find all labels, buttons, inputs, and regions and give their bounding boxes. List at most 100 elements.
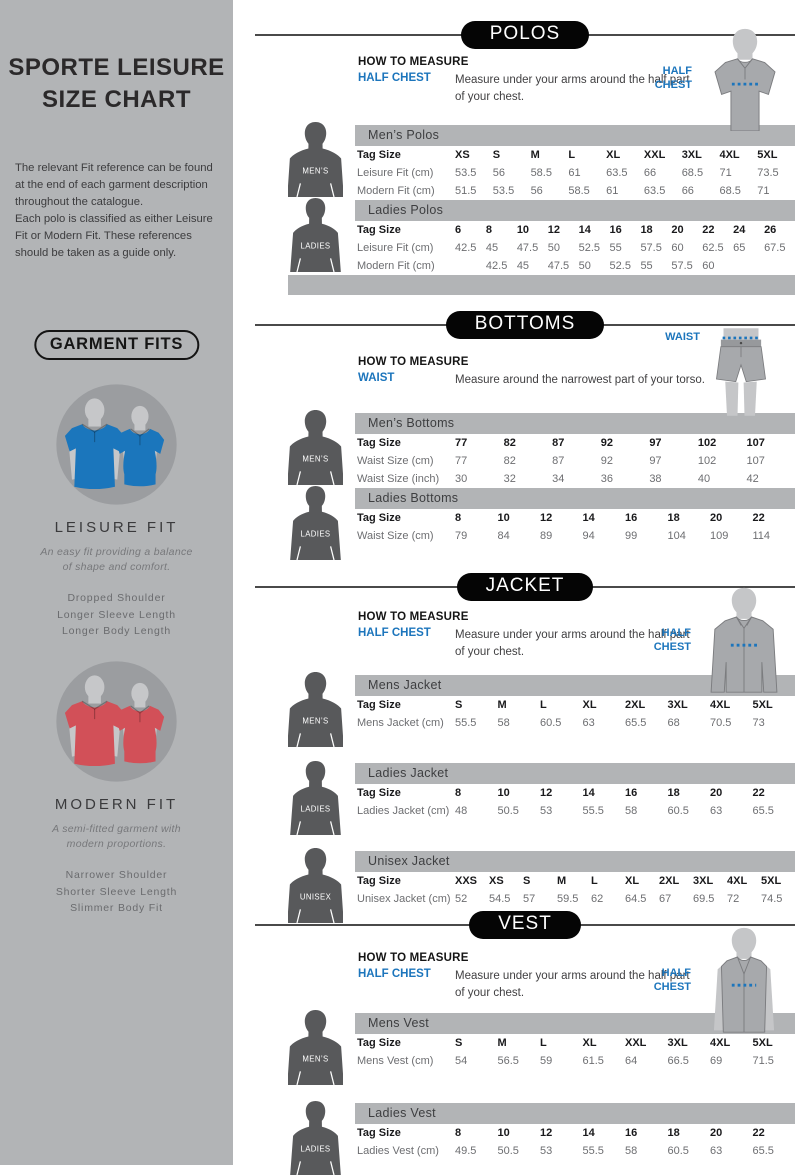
size-table: LADIES Ladies Bottoms Tag Size 8 10 12 14 16 18 2… bbox=[288, 485, 795, 560]
size-value: M bbox=[530, 149, 540, 161]
size-value: 14 bbox=[582, 787, 595, 799]
size-value: 71 bbox=[719, 167, 732, 179]
size-value: 63.5 bbox=[643, 185, 666, 197]
size-value: 60.5 bbox=[667, 1145, 689, 1157]
size-value: 56.5 bbox=[497, 1055, 519, 1067]
size-value: 50.5 bbox=[497, 805, 519, 817]
size-value: 58.5 bbox=[530, 167, 552, 179]
filler-band bbox=[288, 275, 795, 295]
size-table: MEN’S Mens Vest Tag Size S M L XL XXL 3XL 4XL 5XL M… bbox=[288, 1009, 795, 1085]
size-table: LADIES Ladies Polos Tag Size 6 8 10 12 14 16 18 20… bbox=[288, 197, 795, 275]
row-label: Tag Size bbox=[357, 512, 401, 524]
size-value: 72 bbox=[727, 893, 740, 905]
row-label: Mens Vest (cm) bbox=[357, 1055, 434, 1067]
size-value: 18 bbox=[667, 512, 680, 524]
measure-illustration: HALF CHEST bbox=[643, 585, 791, 696]
how-to-measure: HOW TO MEASURE HALF CHEST Measure under yo… bbox=[358, 56, 696, 105]
size-value: 50.5 bbox=[497, 1145, 519, 1157]
size-value: S bbox=[523, 875, 531, 887]
size-value: 10 bbox=[497, 787, 510, 799]
silhouette-label: MEN’S bbox=[302, 1055, 328, 1064]
section-title-pill: BOTTOMS bbox=[445, 310, 605, 339]
section-jacket: JACKET HOW TO MEASURE HALF CHEST Measure un… bbox=[233, 565, 800, 923]
table-silhouette: MEN’S bbox=[288, 1009, 355, 1085]
size-value: 4XL bbox=[727, 875, 748, 887]
row-label: Waist Size (inch) bbox=[357, 473, 440, 485]
table-title: Ladies Bottoms bbox=[355, 488, 795, 509]
size-table: LADIES Ladies Jacket Tag Size 8 10 12 14 16 18 20… bbox=[288, 760, 795, 835]
size-value: 8 bbox=[455, 1127, 462, 1139]
section-header: BOTTOMS bbox=[255, 310, 795, 339]
row-label: Waist Size (cm) bbox=[357, 530, 434, 542]
size-value: 57.5 bbox=[671, 260, 693, 272]
table-row: Ladies Vest (cm) 49.5 50.5 53 55.5 58 60.5 63 65… bbox=[355, 1142, 795, 1160]
row-label: Leisure Fit (cm) bbox=[357, 242, 434, 254]
size-value: 65.5 bbox=[625, 717, 647, 729]
size-value: 60.5 bbox=[540, 717, 562, 729]
size-value: 8 bbox=[455, 512, 462, 524]
size-value: 8 bbox=[455, 787, 462, 799]
size-tables: MEN’S Mens Vest Tag Size S M L XL XXL 3XL 4XL 5XL M… bbox=[288, 1009, 795, 1175]
table-title: Unisex Jacket bbox=[355, 851, 795, 872]
female-polo-figure bbox=[115, 405, 165, 487]
table-title: Ladies Vest bbox=[355, 1103, 795, 1124]
section-title-pill: POLOS bbox=[460, 20, 590, 49]
table-title: Men’s Bottoms bbox=[355, 413, 795, 434]
size-value: 14 bbox=[578, 224, 591, 236]
table-silhouette: MEN’S bbox=[288, 409, 355, 485]
table-row: Tag Size 6 8 10 12 14 16 18 20 22 24 26 bbox=[355, 221, 795, 239]
size-value: 53 bbox=[540, 1145, 553, 1157]
size-value: 102 bbox=[697, 437, 717, 449]
size-value: 12 bbox=[540, 512, 553, 524]
size-value: 65 bbox=[733, 242, 746, 254]
table-row: Ladies Jacket (cm) 48 50.5 53 55.5 58 60.5 63 65… bbox=[355, 802, 795, 820]
size-value: 49.5 bbox=[455, 1145, 477, 1157]
table-row: Modern Fit (cm) 51.5 53.5 56 58.5 61 63.5 66 68.… bbox=[355, 182, 795, 200]
table-row: Tag Size 8 10 12 14 16 18 20 22 bbox=[355, 1124, 795, 1142]
intro-paragraph: Each polo is classified as either Leisur… bbox=[15, 212, 213, 259]
fit-block-leisure: LEISURE FIT An easy fit providing a balan… bbox=[0, 382, 233, 639]
size-value: M bbox=[497, 699, 507, 711]
fit-figures-illustration-icon bbox=[56, 384, 177, 505]
ladies-bust-silhouette-icon: LADIES bbox=[290, 197, 341, 272]
measure-illustration: HALF CHEST bbox=[643, 925, 791, 1036]
size-tables: MEN’S Men’s Bottoms Tag Size 77 82 87 92 97 102 1… bbox=[288, 409, 795, 560]
fit-description: An easy fit providing a balance of shape… bbox=[40, 546, 193, 574]
size-value: 69.5 bbox=[693, 893, 715, 905]
measure-illustration: HALF CHEST bbox=[644, 26, 792, 131]
size-value: 47.5 bbox=[516, 242, 539, 254]
size-value: 65.5 bbox=[752, 1145, 774, 1157]
size-value: 52.5 bbox=[578, 242, 601, 254]
size-value: 42 bbox=[746, 473, 759, 485]
fit-name: LEISURE FIT bbox=[54, 519, 179, 536]
size-value: 63.5 bbox=[606, 167, 628, 179]
ladies-bust-silhouette-icon: LADIES bbox=[290, 760, 341, 835]
size-value: 65.5 bbox=[752, 805, 774, 817]
table-row: Mens Jacket (cm) 55.5 58 60.5 63 65.5 68 70.5 73 bbox=[355, 714, 795, 732]
size-value: 55.5 bbox=[455, 717, 477, 729]
size-value: 92 bbox=[600, 437, 613, 449]
size-value: 59 bbox=[540, 1055, 553, 1067]
mens-bust-silhouette-icon: MEN’S bbox=[288, 1009, 343, 1085]
size-value: 87 bbox=[552, 437, 565, 449]
fit-feature: Longer Body Length bbox=[62, 624, 171, 637]
size-value: 18 bbox=[640, 224, 653, 236]
size-value: 66 bbox=[681, 185, 694, 197]
size-value: 68 bbox=[667, 717, 680, 729]
size-value: 32 bbox=[503, 473, 516, 485]
how-to-measure: HOW TO MEASURE HALF CHEST Measure under yo… bbox=[358, 611, 696, 660]
size-value: L bbox=[568, 149, 576, 161]
size-value: 2XL bbox=[659, 875, 680, 887]
size-value: 71.5 bbox=[752, 1055, 774, 1067]
section-polos: POLOS HOW TO MEASURE HALF CHEST Measure und… bbox=[233, 0, 800, 300]
size-value: 6 bbox=[455, 224, 462, 236]
silhouette-label: MEN’S bbox=[302, 167, 328, 176]
size-value: 53.5 bbox=[455, 167, 477, 179]
size-value: 62 bbox=[591, 893, 604, 905]
table-silhouette: LADIES bbox=[288, 196, 355, 272]
size-value: 99 bbox=[625, 530, 638, 542]
measure-type-label: HALF CHEST bbox=[358, 968, 431, 980]
size-value: 12 bbox=[540, 787, 553, 799]
size-value: XL bbox=[606, 149, 621, 161]
measure-description: Measure under your arms around the half … bbox=[455, 74, 690, 103]
